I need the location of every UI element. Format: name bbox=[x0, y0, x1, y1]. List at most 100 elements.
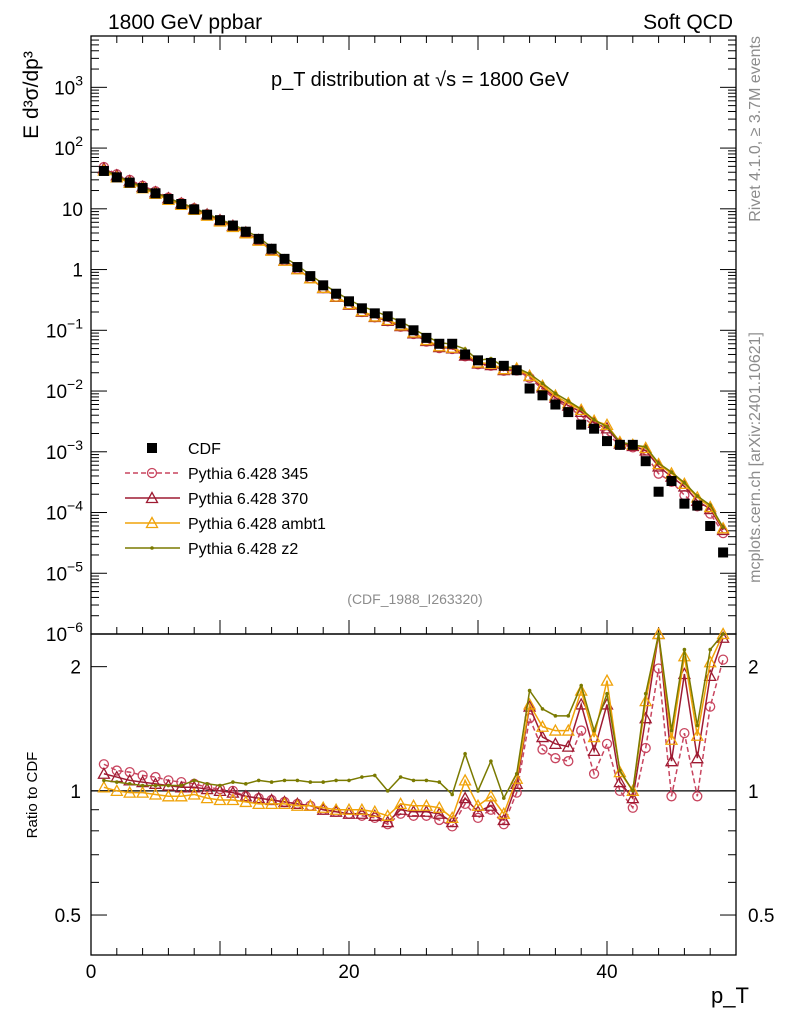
ratio-point-pythia-6-428-z2 bbox=[540, 707, 545, 711]
ratio-point-pythia-6-428-z2 bbox=[244, 782, 248, 786]
source-url-label: mcplots.cern.ch [arXiv:2401.10621] bbox=[747, 332, 764, 583]
ratio-point-pythia-6-428-345 bbox=[537, 744, 548, 755]
ratio-point-pythia-6-428-ambt1 bbox=[226, 793, 240, 806]
ratio-point-pythia-6-428-370 bbox=[239, 789, 253, 802]
ratio-point-pythia-6-428-ambt1 bbox=[394, 796, 408, 809]
ratio-point-pythia-6-428-345 bbox=[124, 766, 135, 778]
ratio-point-pythia-6-428-ambt1 bbox=[110, 783, 124, 796]
ratio-point-pythia-6-428-ambt1 bbox=[535, 719, 550, 732]
ratio-point-pythia-6-428-z2 bbox=[502, 796, 506, 800]
ratio-point-pythia-6-428-370 bbox=[252, 791, 266, 804]
ratio-point-pythia-6-428-ambt1 bbox=[639, 694, 653, 707]
data-point-cdf bbox=[460, 349, 471, 360]
ratio-point-pythia-6-428-z2 bbox=[334, 778, 338, 783]
ratio-point-pythia-6-428-ambt1 bbox=[303, 798, 317, 811]
data-point-cdf bbox=[163, 194, 174, 205]
series-point-pythia-6-428-z2 bbox=[669, 470, 674, 474]
data-point-cdf bbox=[524, 383, 535, 394]
y-tick-label: 10−6 bbox=[46, 619, 83, 646]
legend-marker-pythia-6-428-ambt1 bbox=[145, 516, 159, 529]
legend-marker-pythia-6-428-370 bbox=[145, 491, 159, 504]
analysis-id-label: (CDF_1988_I263320) bbox=[347, 591, 482, 607]
data-point-cdf bbox=[627, 439, 638, 450]
ratio-point-pythia-6-428-ambt1 bbox=[277, 796, 292, 809]
y-axis-label: E d³σ/dp³ bbox=[20, 51, 43, 139]
ratio-point-pythia-6-428-ambt1 bbox=[136, 785, 150, 798]
ratio-point-pythia-6-428-ambt1 bbox=[445, 811, 459, 824]
ratio-point-pythia-6-428-z2 bbox=[450, 792, 455, 797]
ratio-point-pythia-6-428-ambt1 bbox=[497, 806, 511, 819]
ratio-point-pythia-6-428-370 bbox=[484, 798, 498, 811]
ratio-point-pythia-6-428-ambt1 bbox=[265, 796, 279, 809]
y-tick-label: 10−1 bbox=[46, 315, 83, 342]
ratio-point-pythia-6-428-370 bbox=[445, 815, 459, 828]
y-tick-label: 1 bbox=[72, 261, 83, 282]
ratio-point-pythia-6-428-z2 bbox=[682, 647, 687, 652]
ratio-point-pythia-6-428-ambt1 bbox=[123, 785, 137, 798]
y-tick-label: 102 bbox=[54, 133, 83, 160]
ratio-point-pythia-6-428-ambt1 bbox=[97, 780, 111, 793]
ratio-point-pythia-6-428-ambt1 bbox=[626, 783, 640, 796]
ratio-point-pythia-6-428-345 bbox=[563, 756, 574, 767]
legend-label-pythia-6-428-ambt1: Pythia 6.428 ambt1 bbox=[188, 516, 326, 533]
ratio-point-pythia-6-428-ambt1 bbox=[600, 673, 614, 686]
ratio-point-pythia-6-428-z2 bbox=[153, 783, 158, 788]
ratio-point-pythia-6-428-ambt1 bbox=[716, 627, 730, 640]
ratio-tick-label: 0.5 bbox=[55, 906, 81, 927]
ratio-point-pythia-6-428-370 bbox=[342, 806, 356, 819]
ratio-point-pythia-6-428-ambt1 bbox=[406, 798, 421, 811]
legend-label-cdf: CDF bbox=[188, 441, 221, 458]
ratio-point-pythia-6-428-370 bbox=[419, 804, 433, 817]
series-point-pythia-6-428-ambt1 bbox=[574, 403, 588, 416]
ratio-point-pythia-6-428-z2 bbox=[385, 789, 390, 793]
series-point-pythia-6-428-z2 bbox=[656, 461, 661, 465]
ratio-point-pythia-6-428-370 bbox=[368, 808, 382, 821]
ratio-point-pythia-6-428-370 bbox=[626, 791, 640, 804]
header-left-label: 1800 GeV ppbar bbox=[108, 11, 262, 34]
series-point-pythia-6-428-345 bbox=[679, 489, 690, 501]
data-point-cdf bbox=[176, 199, 187, 210]
ratio-point-pythia-6-428-z2 bbox=[566, 714, 571, 718]
data-point-cdf bbox=[576, 419, 587, 430]
y-tick-label: 10 bbox=[62, 200, 83, 221]
ratio-tick-label: 1 bbox=[70, 782, 81, 803]
ratio-point-pythia-6-428-z2 bbox=[721, 632, 725, 636]
ratio-point-pythia-6-428-370 bbox=[664, 754, 679, 767]
ratio-point-pythia-6-428-ambt1 bbox=[484, 789, 498, 802]
ratio-point-pythia-6-428-ambt1 bbox=[432, 800, 446, 813]
data-point-cdf bbox=[382, 311, 393, 322]
ratio-point-pythia-6-428-ambt1 bbox=[252, 796, 266, 809]
ratio-point-pythia-6-428-370 bbox=[458, 791, 472, 804]
series-point-pythia-6-428-ambt1 bbox=[677, 476, 691, 489]
data-point-cdf bbox=[395, 318, 406, 329]
ratio-point-pythia-6-428-z2 bbox=[205, 782, 209, 786]
data-point-cdf bbox=[602, 436, 612, 447]
ratio-point-pythia-6-428-370 bbox=[381, 815, 395, 828]
data-point-cdf bbox=[498, 360, 509, 371]
ratio-point-pythia-6-428-ambt1 bbox=[690, 728, 704, 741]
ratio-point-pythia-6-428-z2 bbox=[656, 632, 661, 636]
x-tick-label: 40 bbox=[596, 962, 617, 983]
legend-label-pythia-6-428-370: Pythia 6.428 370 bbox=[188, 491, 308, 508]
legend-marker-cdf bbox=[147, 443, 157, 453]
series-point-pythia-6-428-z2 bbox=[695, 494, 700, 498]
ratio-point-pythia-6-428-370 bbox=[574, 697, 588, 710]
ratio-point-pythia-6-428-z2 bbox=[514, 771, 519, 776]
data-point-cdf bbox=[485, 357, 496, 368]
ratio-point-pythia-6-428-345 bbox=[576, 725, 587, 736]
ratio-point-pythia-6-428-ambt1 bbox=[613, 765, 627, 778]
x-tick-label: 0 bbox=[86, 962, 97, 983]
data-point-cdf bbox=[614, 439, 625, 450]
y-tick-label: 10−3 bbox=[46, 437, 83, 464]
series-point-pythia-6-428-z2 bbox=[592, 418, 596, 422]
ratio-point-pythia-6-428-ambt1 bbox=[548, 723, 562, 736]
ratio-point-pythia-6-428-ambt1 bbox=[316, 800, 330, 813]
ratio-point-pythia-6-428-345 bbox=[550, 753, 561, 764]
ratio-point-pythia-6-428-z2 bbox=[592, 728, 596, 733]
ratio-point-pythia-6-428-z2 bbox=[631, 789, 635, 793]
data-point-cdf bbox=[150, 188, 161, 199]
ratio-point-pythia-6-428-ambt1 bbox=[368, 804, 382, 817]
ratio-point-pythia-6-428-z2 bbox=[179, 783, 184, 788]
data-point-cdf bbox=[318, 280, 329, 291]
ratio-point-pythia-6-428-z2 bbox=[708, 647, 712, 652]
